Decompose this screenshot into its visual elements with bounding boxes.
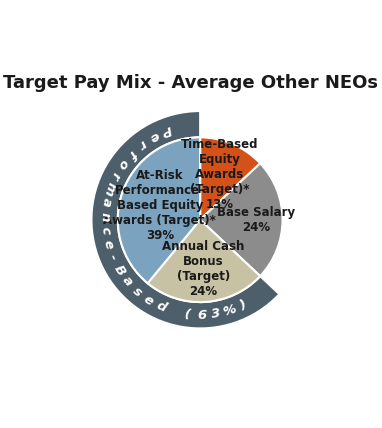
Text: (: ( — [184, 308, 192, 321]
Text: d: d — [154, 299, 168, 315]
Text: 3: 3 — [210, 307, 222, 321]
Text: n: n — [98, 211, 111, 221]
Text: At-Risk
Performance-
Based Equity
Awards (Target)*
39%: At-Risk Performance- Based Equity Awards… — [104, 169, 216, 242]
Text: e: e — [100, 238, 115, 250]
Text: e: e — [141, 292, 156, 308]
Text: %: % — [221, 303, 238, 319]
Text: P: P — [160, 122, 174, 138]
Text: 6: 6 — [197, 309, 207, 322]
Text: -: - — [105, 253, 120, 263]
Text: e: e — [147, 128, 161, 144]
Text: f: f — [125, 146, 138, 160]
Wedge shape — [147, 220, 260, 302]
Wedge shape — [118, 137, 200, 283]
Text: a: a — [120, 274, 135, 289]
Wedge shape — [91, 111, 279, 328]
Text: ): ) — [237, 298, 248, 312]
Text: a: a — [99, 197, 113, 208]
Text: c: c — [98, 226, 112, 235]
Text: Annual Cash
Bonus
(Target)
24%: Annual Cash Bonus (Target) 24% — [162, 240, 244, 298]
Text: B: B — [111, 262, 127, 278]
Text: Time-Based
Equity
Awards
(Target)*
13%: Time-Based Equity Awards (Target)* 13% — [181, 138, 259, 211]
Text: Target Pay Mix - Average Other NEOs: Target Pay Mix - Average Other NEOs — [3, 74, 379, 92]
Wedge shape — [200, 137, 260, 220]
Text: r: r — [108, 170, 123, 182]
Text: s: s — [130, 284, 144, 299]
Text: Base Salary
24%: Base Salary 24% — [217, 206, 295, 234]
Wedge shape — [200, 163, 283, 276]
Text: m: m — [101, 180, 118, 197]
Text: r: r — [136, 137, 149, 151]
Text: o: o — [115, 156, 131, 171]
